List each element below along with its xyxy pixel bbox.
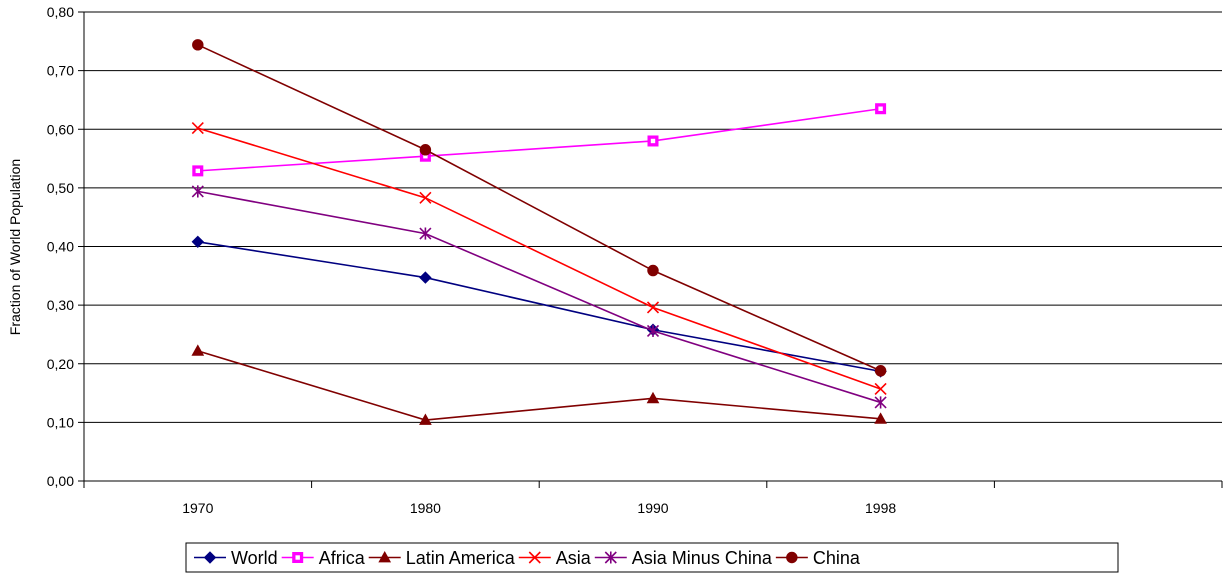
legend-item-asia-minus-china: Asia Minus China	[594, 548, 773, 568]
legend-label: Latin America	[406, 548, 516, 568]
legend-item-world: World	[194, 548, 278, 568]
legend-item-africa: Africa	[281, 548, 366, 568]
data-point-asia	[874, 382, 887, 396]
series-world	[191, 235, 887, 378]
data-point-asia	[646, 301, 660, 314]
legend-label: Asia Minus China	[632, 548, 773, 568]
series-line-latin-america	[197, 350, 881, 421]
legend-label: Africa	[319, 548, 366, 568]
data-point-world	[419, 271, 432, 284]
data-point-latin-america	[419, 413, 432, 425]
legend-label: China	[813, 548, 861, 568]
series-asia-minus-china	[191, 185, 887, 409]
y-tick-label: 0,00	[47, 473, 74, 489]
data-point-asia-minus-china	[191, 185, 204, 198]
legend-swatch-marker	[203, 551, 217, 564]
data-point-asia-minus-china	[646, 324, 660, 337]
data-point-africa	[875, 103, 887, 115]
y-tick-label: 0,10	[47, 414, 74, 430]
legend-item-asia: Asia	[518, 548, 592, 568]
x-tick-label: 1970	[182, 500, 213, 516]
data-point-asia	[419, 191, 432, 204]
data-point-china	[419, 144, 432, 156]
series-line-china	[197, 44, 881, 372]
axes: 0,00 0,10 0,20 0,30 0,40 0,50 0,60 0,70 0,80 1970…	[47, 4, 1223, 516]
series-line-asia	[197, 127, 881, 390]
legend-swatch-marker	[528, 551, 541, 564]
legend-item-latin-america: Latin America	[368, 548, 516, 568]
legend: World Africa Latin America Asia Asia Minus C…	[185, 542, 1119, 573]
y-tick-label: 0,40	[47, 239, 74, 255]
grid	[84, 11, 1222, 423]
data-point-latin-america	[191, 344, 205, 356]
data-point-latin-america	[874, 412, 887, 424]
legend-label: Asia	[556, 548, 592, 568]
y-axis-label: Fraction of World Population	[7, 159, 23, 335]
y-tick-label: 0,80	[47, 4, 74, 20]
series-latin-america	[191, 344, 887, 425]
legend-frame	[185, 542, 1119, 573]
series-africa	[192, 103, 887, 177]
data-point-africa	[192, 165, 204, 177]
data-point-world	[191, 235, 205, 249]
x-tick-label: 1990	[637, 500, 668, 516]
legend-item-china: China	[775, 548, 861, 568]
data-point-china	[647, 264, 659, 277]
legend-swatch-marker	[378, 550, 392, 563]
series	[191, 39, 887, 425]
data-point-asia-minus-china	[419, 227, 432, 240]
data-point-africa	[647, 135, 659, 147]
series-line-world	[197, 241, 881, 373]
series-line-africa	[197, 107, 881, 172]
series-line-asia-minus-china	[197, 190, 881, 404]
legend-swatch-marker	[292, 552, 304, 563]
y-tick-label: 0,60	[47, 121, 74, 137]
series-china	[192, 39, 887, 377]
x-tick-label: 1998	[865, 500, 896, 516]
legend-swatch-marker	[604, 551, 617, 564]
x-tick-label: 1980	[410, 500, 441, 516]
data-point-china	[874, 365, 887, 377]
y-tick-label: 0,20	[47, 356, 74, 372]
data-point-asia-minus-china	[874, 396, 887, 409]
legend-label: World	[231, 548, 278, 568]
y-tick-label: 0,30	[47, 297, 74, 313]
y-tick-label: 0,50	[47, 180, 74, 196]
data-point-latin-america	[646, 391, 660, 404]
y-tick-label: 0,70	[47, 63, 74, 79]
series-asia	[191, 122, 887, 396]
data-point-asia	[191, 122, 204, 135]
data-point-china	[192, 39, 204, 51]
legend-swatch-marker	[786, 551, 798, 564]
